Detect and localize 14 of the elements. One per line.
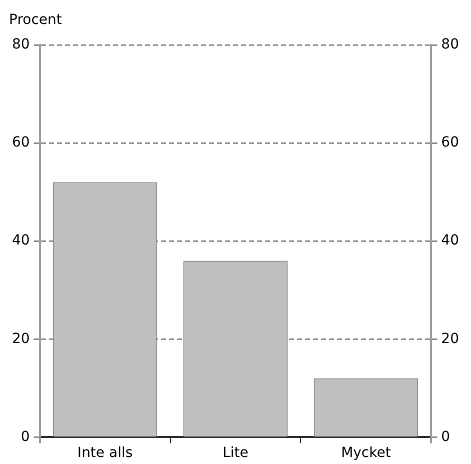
y-tick-label: 80: [12, 36, 30, 53]
x-tick-label: Inte alls: [77, 445, 133, 462]
x-tick-label: Lite: [222, 445, 248, 462]
y-tick-label: 60: [12, 134, 30, 151]
x-tick-label: Mycket: [341, 445, 392, 462]
y2-tick-label: 80: [441, 36, 460, 53]
y-axis-title: Procent: [9, 12, 62, 28]
y2-tick-label: 60: [441, 134, 460, 151]
y-tick-label: 0: [20, 428, 30, 445]
y2-tick-label: 20: [441, 330, 460, 347]
y-tick-label: 40: [12, 232, 30, 249]
y2-tick-label: 0: [441, 428, 450, 445]
y2-tick-label: 40: [441, 232, 460, 249]
y-tick-label: 20: [12, 330, 30, 347]
